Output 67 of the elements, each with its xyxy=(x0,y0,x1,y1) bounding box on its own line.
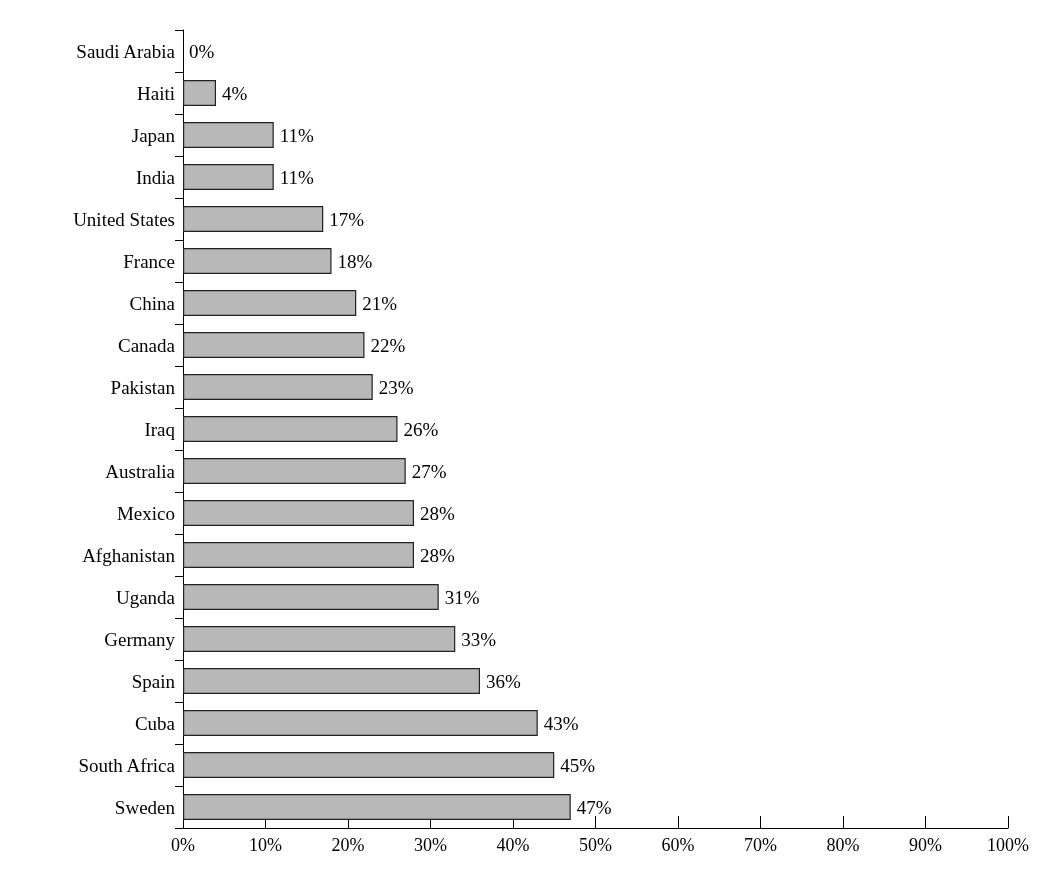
bar xyxy=(183,205,324,233)
data-label: 23% xyxy=(378,376,414,398)
data-label: 36% xyxy=(486,670,521,692)
bar xyxy=(183,625,456,653)
data-label: 4% xyxy=(222,82,248,104)
bar xyxy=(183,499,414,527)
y-tick-label: Iraq xyxy=(144,418,176,440)
data-label: 21% xyxy=(362,292,398,314)
bar xyxy=(183,331,365,359)
y-tick-label: Japan xyxy=(131,124,176,146)
x-tick-label: 100% xyxy=(987,835,1029,855)
data-label: 31% xyxy=(444,586,480,608)
data-label: 0% xyxy=(189,40,215,62)
x-tick-label: 10% xyxy=(249,835,282,855)
data-label: 45% xyxy=(560,754,596,776)
bar xyxy=(183,289,357,317)
x-tick-label: 0% xyxy=(171,835,195,855)
x-tick-label: 20% xyxy=(331,835,365,855)
bar xyxy=(183,415,398,443)
bar xyxy=(183,667,480,695)
bar xyxy=(183,793,571,821)
y-tick-label: United States xyxy=(73,208,175,230)
y-tick-label: Saudi Arabia xyxy=(76,40,176,62)
x-tick-label: 40% xyxy=(496,835,530,855)
y-tick-label: Australia xyxy=(105,460,176,482)
y-tick-label: Mexico xyxy=(116,502,175,524)
x-tick-label: 30% xyxy=(414,835,447,855)
y-tick-label: Germany xyxy=(104,628,176,650)
data-label: 22% xyxy=(370,334,406,356)
y-tick-label: Uganda xyxy=(115,586,176,608)
y-tick-label: Sweden xyxy=(114,796,176,818)
x-tick-label: 90% xyxy=(909,835,942,855)
y-tick-label: Pakistan xyxy=(110,376,176,398)
data-label: 11% xyxy=(279,166,315,188)
data-label: 47% xyxy=(576,796,612,818)
data-label: 43% xyxy=(543,712,579,734)
data-label: 33% xyxy=(461,628,497,650)
bar xyxy=(183,373,373,401)
x-tick-label: 60% xyxy=(661,835,695,855)
bar xyxy=(183,751,555,779)
data-label: 17% xyxy=(329,208,365,230)
bar xyxy=(183,121,274,149)
data-label: 28% xyxy=(420,502,455,524)
y-tick-label: China xyxy=(129,292,176,314)
bar xyxy=(183,457,406,485)
data-label: 18% xyxy=(337,250,373,272)
data-label: 26% xyxy=(403,418,439,440)
bar xyxy=(183,709,538,737)
bar xyxy=(183,163,274,191)
x-tick-label: 50% xyxy=(579,835,612,855)
y-tick-label: Spain xyxy=(131,670,176,692)
data-label: 11% xyxy=(279,124,315,146)
x-tick-label: 80% xyxy=(826,835,860,855)
y-tick-label: France xyxy=(123,250,175,272)
y-tick-label: India xyxy=(135,166,176,188)
y-tick-label: Canada xyxy=(118,334,176,356)
data-label: 27% xyxy=(411,460,447,482)
y-tick-label: Cuba xyxy=(134,712,176,734)
y-tick-label: Afghanistan xyxy=(82,544,176,566)
y-tick-label: South Africa xyxy=(78,754,176,776)
data-label: 28% xyxy=(420,544,455,566)
bar xyxy=(183,541,414,569)
y-tick-label: Haiti xyxy=(137,82,175,104)
x-tick-label: 70% xyxy=(744,835,777,855)
bar xyxy=(183,79,216,107)
bar xyxy=(183,247,332,275)
bar xyxy=(183,583,439,611)
